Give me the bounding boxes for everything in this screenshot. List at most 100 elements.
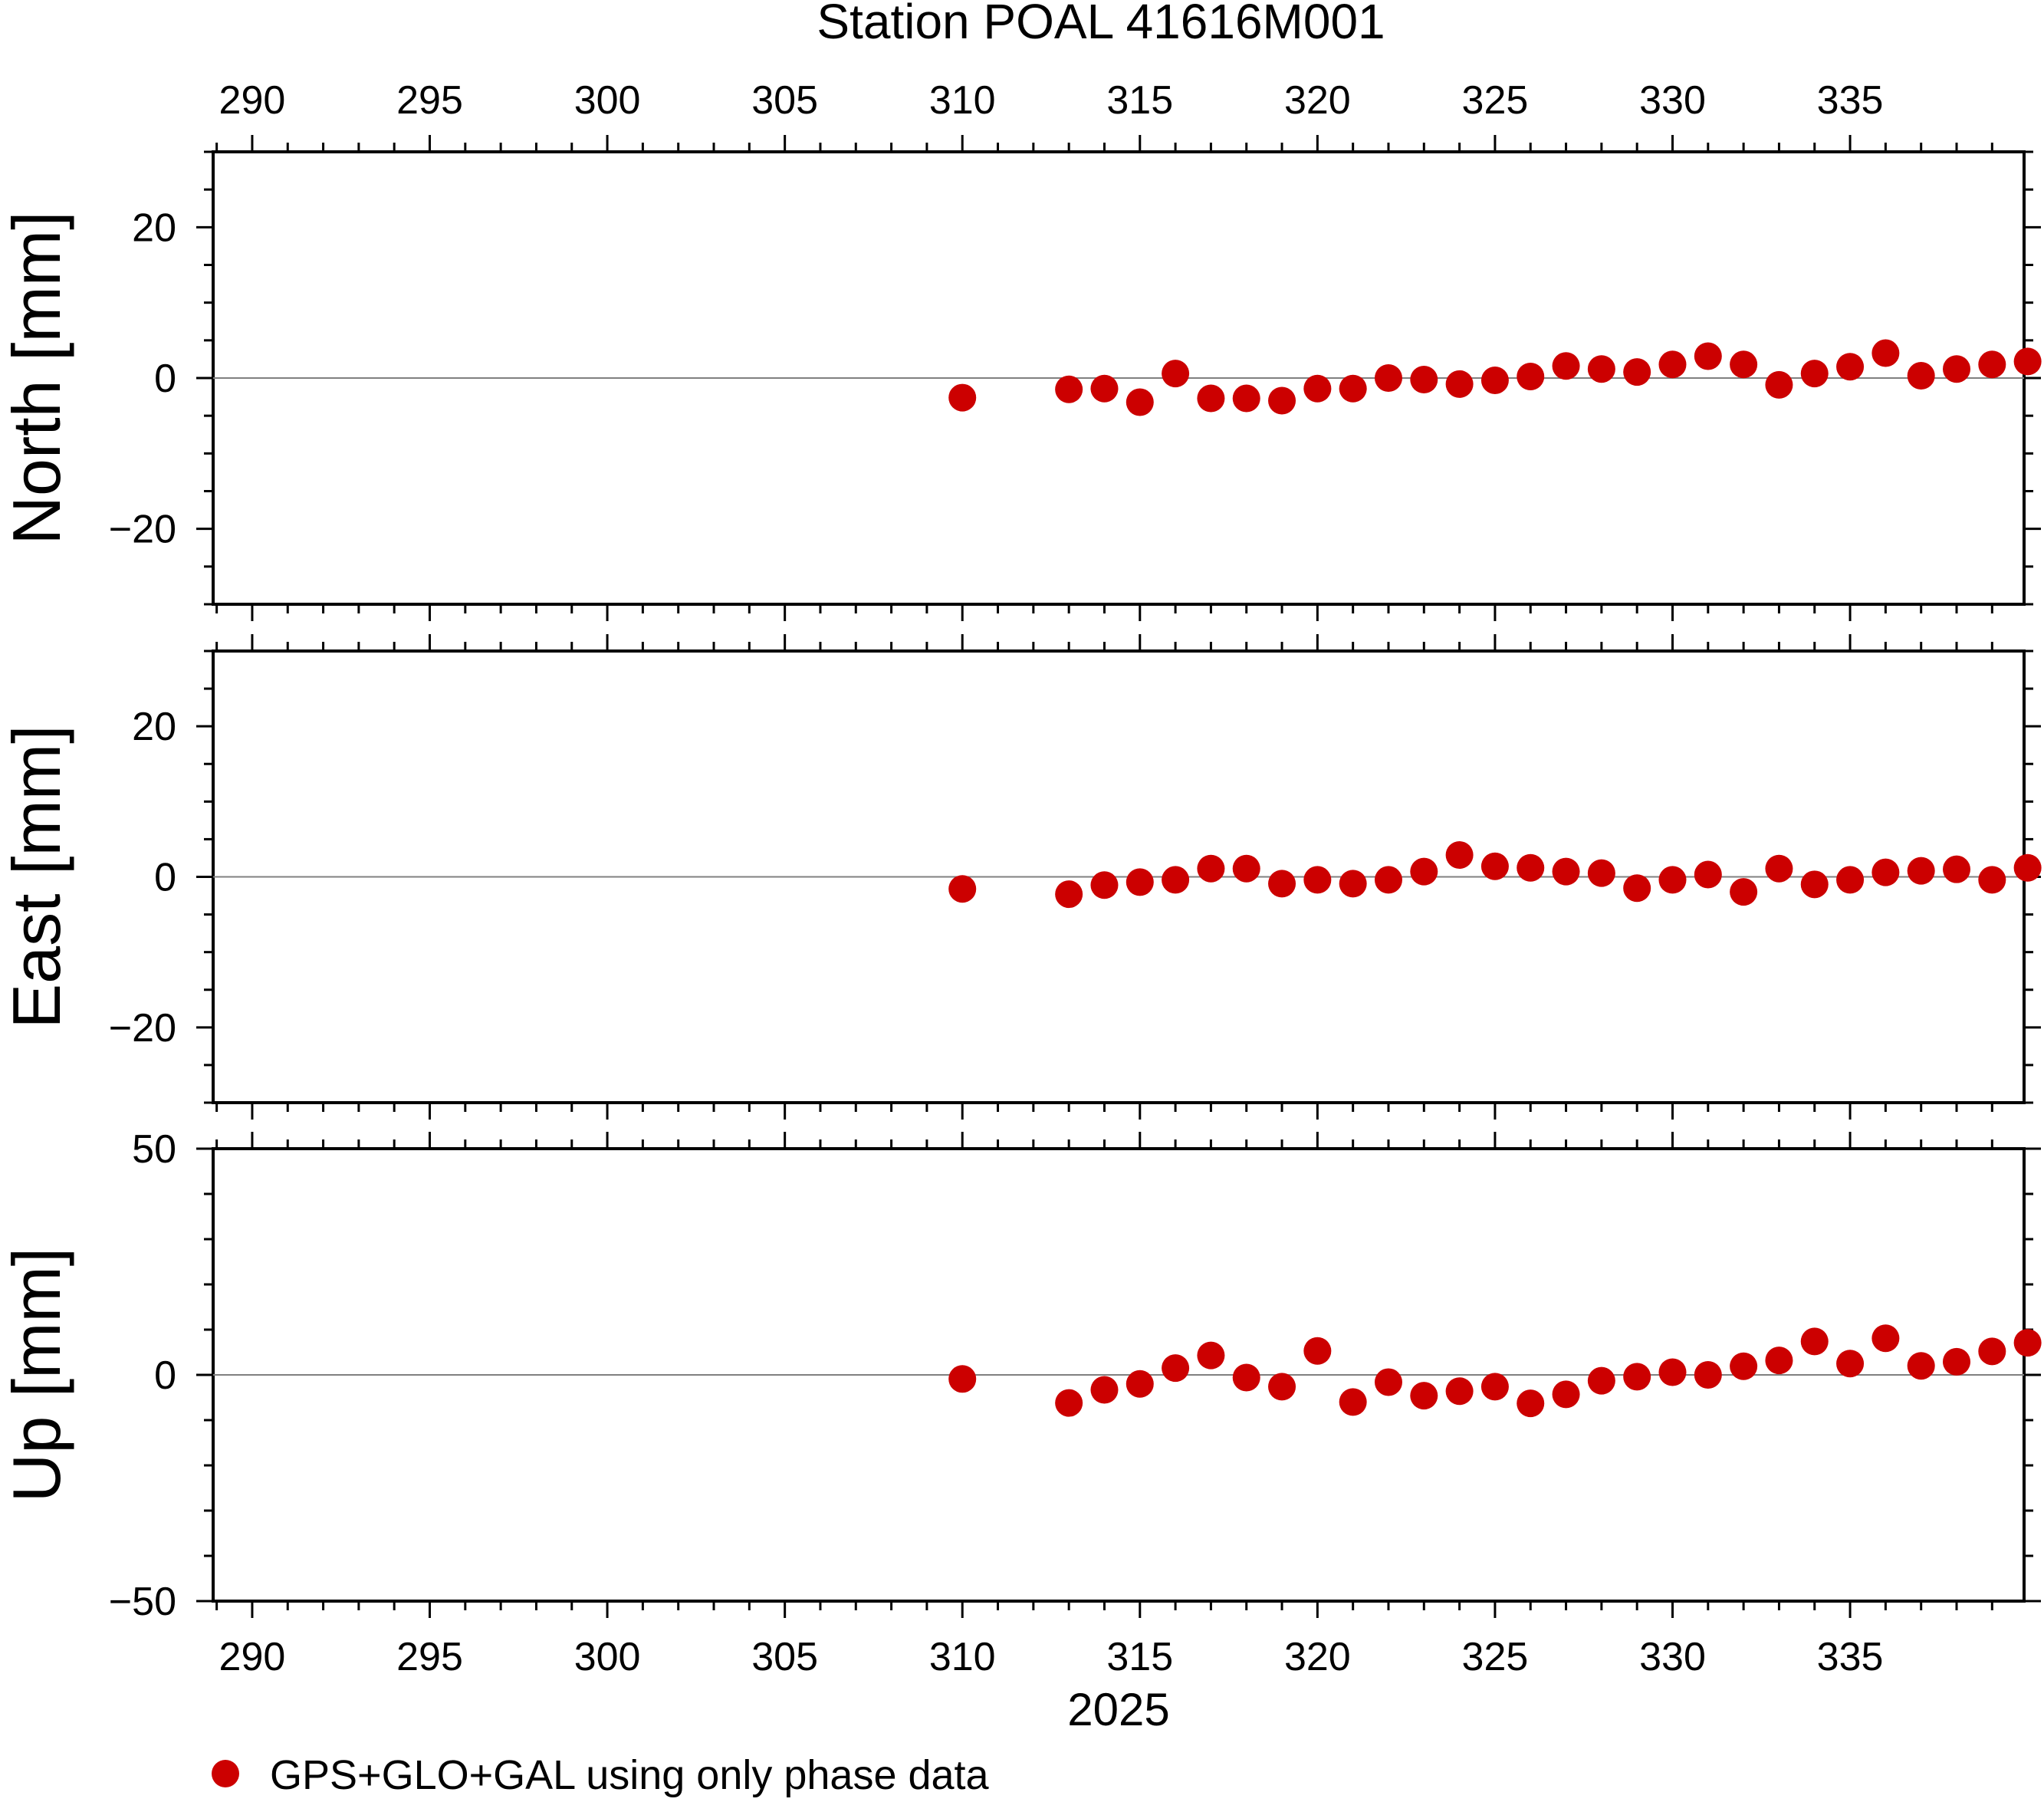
series-up [948,1324,2042,1418]
data-point-north [1907,362,1935,390]
data-point-up [1552,1380,1580,1409]
x-tick-labels-bottom: 290 295 300 305 310 315 320 325 330 335 [219,1635,1884,1679]
data-point-east [1268,870,1296,898]
data-point-up [1090,1376,1119,1404]
data-point-east [1126,868,1154,896]
x-axis-label: 2025 [1067,1684,1169,1735]
y-axis-label-up: Up [mm] [0,1248,74,1502]
x-tick-label-top: 290 [219,78,286,123]
data-point-north [1800,360,1829,388]
data-point-north [1374,364,1402,392]
data-point-up [1943,1347,1971,1376]
panel-east: −20 0 20 East [mm] [0,634,2041,1120]
x-tick-label-top: 320 [1284,78,1351,123]
data-point-north [1836,353,1865,381]
x-tick-label-bottom: 330 [1639,1635,1706,1679]
y-tick-label-up: −50 [109,1580,176,1624]
data-point-north [1090,374,1119,403]
data-point-up [1871,1324,1900,1353]
data-point-east [1055,880,1083,909]
data-point-up [1587,1366,1615,1395]
data-point-north [1339,374,1367,403]
legend-label: GPS+GLO+GAL using only phase data [270,1752,990,1798]
data-point-east [1978,866,2006,894]
data-point-north [1871,339,1900,367]
data-point-east [1694,860,1722,889]
data-point-up [1339,1388,1367,1416]
data-point-north [1730,350,1758,379]
data-point-north [1943,355,1971,383]
data-point-up [2013,1329,2042,1357]
y-tick-label-east: −20 [109,1006,176,1051]
axes-layer: −20 0 20 North [mm] −20 0 20 East [mm] −50 0 50 Up … [0,78,2041,1735]
data-point-east [948,875,977,903]
x-tick-label-top: 300 [574,78,641,123]
data-point-up [1445,1377,1474,1406]
data-point-east [1907,857,1935,885]
data-point-north [1480,366,1509,394]
y-tick-label-up: 50 [132,1127,176,1172]
marks-layer [948,339,2042,1418]
data-point-north [1765,370,1793,399]
x-tick-label-bottom: 325 [1462,1635,1529,1679]
x-tick-label-bottom: 335 [1817,1635,1884,1679]
data-point-up [1410,1382,1438,1410]
y-tick-label-east: 20 [132,705,176,749]
data-point-north [1410,365,1438,393]
data-point-up [1055,1389,1083,1417]
data-point-east [1836,866,1865,894]
y-tick-label-north: 0 [154,357,176,401]
x-tick-label-top: 335 [1817,78,1884,123]
data-point-east [1410,857,1438,886]
data-point-north [1978,350,2006,379]
data-point-east [1303,866,1332,894]
data-point-up [1694,1361,1722,1389]
data-point-east [1623,874,1651,903]
data-point-north [1552,352,1580,380]
x-tick-label-bottom: 315 [1106,1635,1173,1679]
x-tick-label-top: 315 [1106,78,1173,123]
data-point-north [1658,350,1687,379]
x-tick-label-top: 305 [751,78,818,123]
panel-north: −20 0 20 North [mm] [0,135,2041,621]
data-point-north [1445,370,1474,398]
data-point-up [1268,1373,1296,1401]
data-point-east [1552,857,1580,886]
x-tick-label-bottom: 305 [751,1635,818,1679]
data-point-up [1658,1358,1687,1386]
data-point-north [1162,360,1190,388]
data-point-east [1374,866,1402,894]
series-east [948,841,2042,909]
data-point-up [1730,1352,1758,1380]
y-axis-label-east: East [mm] [0,725,74,1028]
legend: GPS+GLO+GAL using only phase data [212,1752,990,1798]
data-point-east [1765,854,1793,883]
data-point-north [1303,374,1332,403]
y-axis-label-north: North [mm] [0,211,74,544]
data-point-north [2013,347,2042,376]
data-point-up [1623,1363,1651,1391]
data-point-east [1445,841,1474,870]
data-point-up [1907,1352,1935,1380]
y-tick-label-east: 0 [154,856,176,900]
x-tick-labels-top: 290 295 300 305 310 315 320 325 330 335 [219,78,1884,123]
data-point-east [1658,866,1687,894]
x-tick-label-top: 325 [1462,78,1529,123]
data-point-east [1800,870,1829,899]
data-point-up [1765,1347,1793,1375]
data-point-up [1978,1337,2006,1366]
data-point-east [1587,859,1615,887]
x-tick-label-bottom: 290 [219,1635,286,1679]
data-point-up [1197,1341,1225,1370]
chart-title: Station POAL 41616M001 [817,0,1385,49]
data-point-up [1517,1389,1545,1418]
data-point-north [1623,358,1651,386]
data-point-up [1836,1350,1865,1378]
data-point-north [1197,384,1225,413]
data-point-east [1232,854,1260,883]
y-tick-label-north: 20 [132,206,176,250]
data-point-east [1943,855,1971,883]
data-point-north [1055,375,1083,403]
